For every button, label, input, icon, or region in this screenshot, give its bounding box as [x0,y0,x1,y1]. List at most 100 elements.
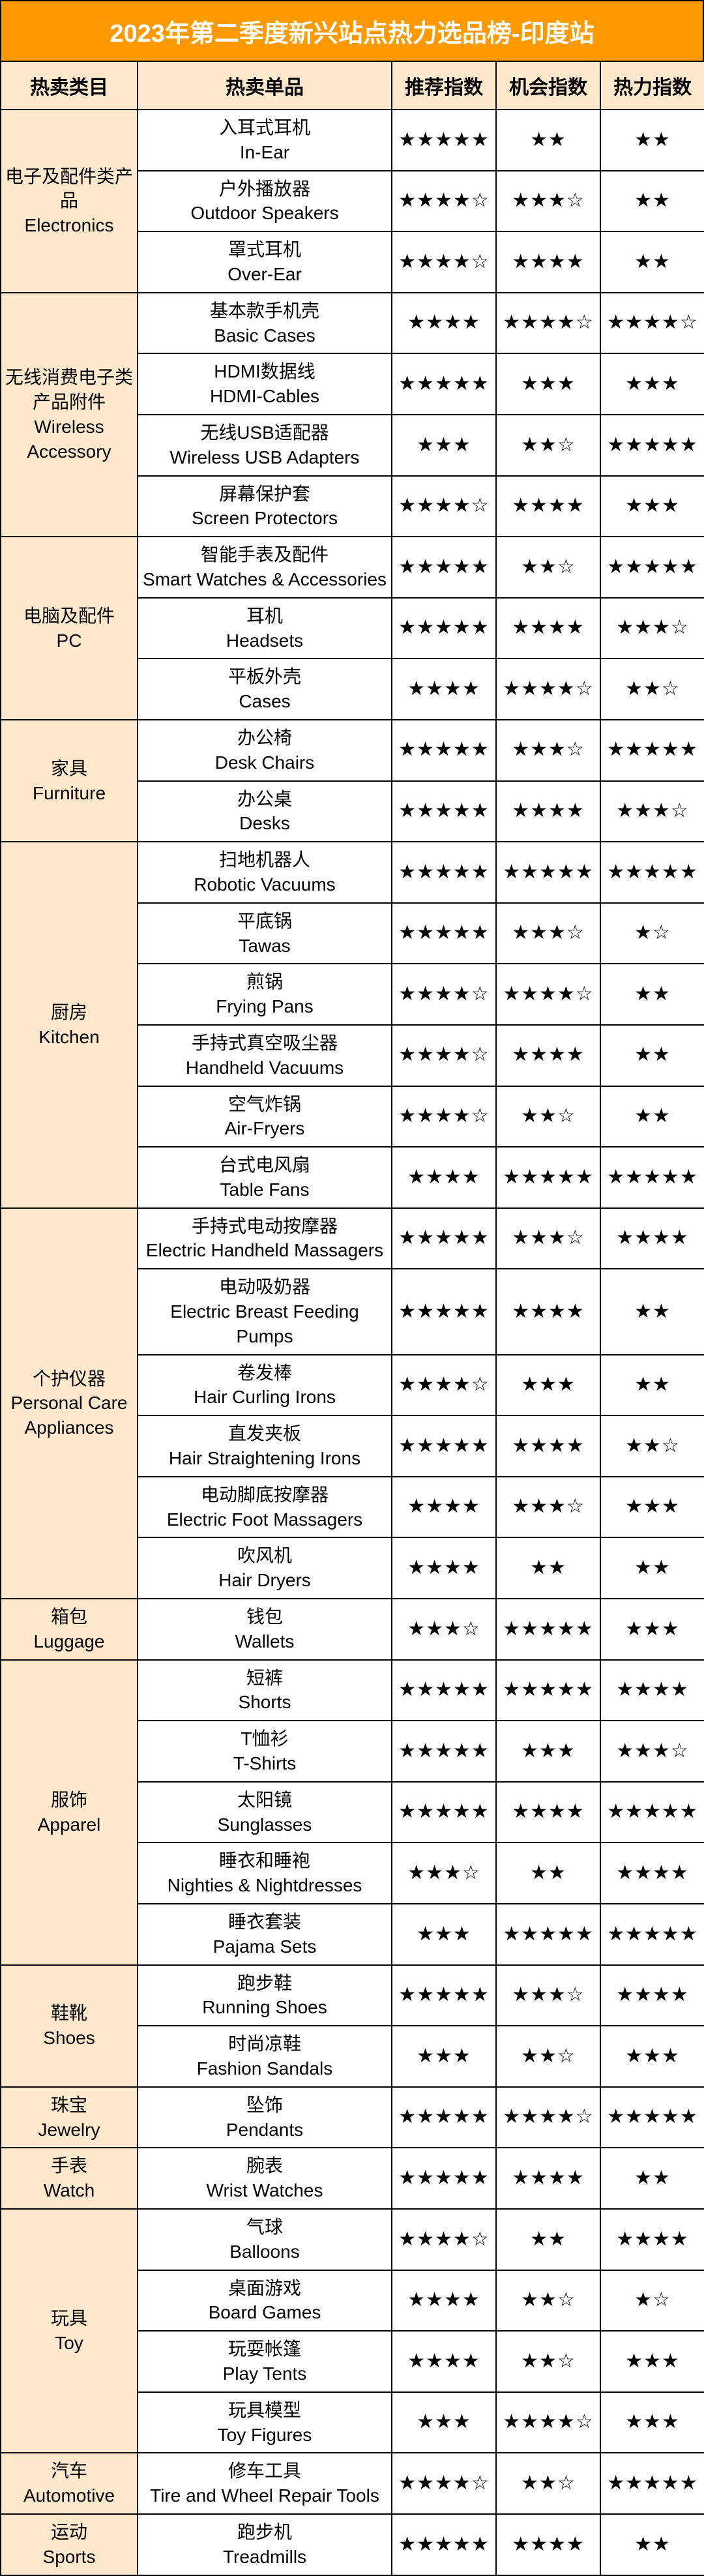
heat-rating: ★★★★★ [600,537,704,598]
heat-rating: ★★★ [600,353,704,415]
heat-rating: ★★★★★ [600,2453,704,2514]
heat-rating: ★★★★ [600,1660,704,1721]
opportunity-rating: ★★★☆ [496,903,600,964]
heat-rating: ★★ [600,1269,704,1354]
opportunity-rating: ★★★☆ [496,720,600,781]
table-header-row: 热卖类目 热卖单品 推荐指数 机会指数 热力指数 [1,61,704,110]
product-cell: 扫地机器人Robotic Vacuums [138,842,392,903]
table-row: 玩具Toy气球Balloons★★★★☆★★★★★★ [1,2209,704,2270]
product-cell: 台式电风扇Table Fans [138,1147,392,1208]
product-cell: 睡衣套装Pajama Sets [138,1904,392,1965]
recommend-rating: ★★★★★ [392,2514,496,2575]
recommend-rating: ★★★ [392,2026,496,2087]
opportunity-rating: ★★★★★ [496,842,600,903]
product-cell: 无线USB适配器Wireless USB Adapters [138,415,392,476]
recommend-rating: ★★★★★ [392,1415,496,1477]
heat-rating: ★☆ [600,2270,704,2332]
recommend-rating: ★★★★☆ [392,1025,496,1086]
opportunity-rating: ★★★★ [496,1269,600,1354]
recommend-rating: ★★★★☆ [392,231,496,293]
recommend-rating: ★★★★★ [392,720,496,781]
heat-rating: ★★★★ [600,1208,704,1269]
opportunity-rating: ★★★★ [496,1025,600,1086]
header-recommend: 推荐指数 [392,61,496,110]
heat-rating: ★★ [600,171,704,232]
product-cell: 跑步机Treadmills [138,2514,392,2575]
recommend-rating: ★★★★★ [392,1721,496,1782]
recommend-rating: ★★★★★ [392,903,496,964]
recommend-rating: ★★★★★ [392,842,496,903]
category-cell: 鞋靴Shoes [1,1965,138,2087]
opportunity-rating: ★★ [496,110,600,171]
recommend-rating: ★★★★★ [392,598,496,659]
recommend-rating: ★★★★★ [392,1782,496,1843]
recommend-rating: ★★★★☆ [392,1355,496,1416]
opportunity-rating: ★★★★ [496,476,600,537]
opportunity-rating: ★★★★★ [496,1904,600,1965]
product-cell: 户外播放器Outdoor Speakers [138,171,392,232]
category-cell: 厨房Kitchen [1,842,138,1208]
opportunity-rating: ★★☆ [496,537,600,598]
recommend-rating: ★★★★ [392,2270,496,2332]
heat-rating: ★★★ [600,1599,704,1660]
product-cell: 基本款手机壳Basic Cases [138,293,392,354]
heat-rating: ★★★ [600,2026,704,2087]
header-heat: 热力指数 [600,61,704,110]
opportunity-rating: ★★ [496,2209,600,2270]
category-cell: 运动Sports [1,2514,138,2575]
heat-rating: ★★★ [600,1477,704,1538]
header-product: 热卖单品 [138,61,392,110]
product-cell: 跑步鞋Running Shoes [138,1965,392,2026]
category-cell: 服饰Apparel [1,1660,138,1965]
opportunity-rating: ★★☆ [496,2026,600,2087]
heat-rating: ★★★★★ [600,415,704,476]
heat-rating: ★★ [600,1355,704,1416]
opportunity-rating: ★★★★ [496,2514,600,2575]
category-cell: 手表Watch [1,2148,138,2209]
product-cell: 智能手表及配件Smart Watches & Accessories [138,537,392,598]
product-cell: 手持式真空吸尘器Handheld Vacuums [138,1025,392,1086]
recommend-rating: ★★★★★ [392,537,496,598]
heat-rating: ★★★★ [600,1965,704,2026]
opportunity-rating: ★★★★☆ [496,2392,600,2453]
product-cell: 电动吸奶器Electric Breast Feeding Pumps [138,1269,392,1354]
recommend-rating: ★★★ [392,2392,496,2453]
table-row: 无线消费电子类产品附件Wireless Accessory基本款手机壳Basic… [1,293,704,354]
recommend-rating: ★★★ [392,415,496,476]
opportunity-rating: ★★★★ [496,781,600,842]
category-cell: 个护仪器Personal Care Appliances [1,1208,138,1599]
product-cell: 坠饰Pendants [138,2087,392,2148]
table-row: 家具Furniture办公椅Desk Chairs★★★★★★★★☆★★★★★ [1,720,704,781]
recommend-rating: ★★★★☆ [392,476,496,537]
recommend-rating: ★★★★☆ [392,171,496,232]
opportunity-rating: ★★★★☆ [496,964,600,1025]
category-cell: 箱包Luggage [1,1599,138,1660]
heat-rating: ★★☆ [600,1415,704,1477]
heat-rating: ★★★☆ [600,1721,704,1782]
heat-rating: ★★☆ [600,659,704,720]
category-cell: 玩具Toy [1,2209,138,2453]
recommend-rating: ★★★★★ [392,1269,496,1354]
recommend-rating: ★★★★ [392,659,496,720]
product-cell: 屏幕保护套Screen Protectors [138,476,392,537]
heat-rating: ★☆ [600,903,704,964]
table-row: 运动Sports跑步机Treadmills★★★★★★★★★★★ [1,2514,704,2575]
product-cell: 入耳式耳机In-Ear [138,110,392,171]
opportunity-rating: ★★☆ [496,415,600,476]
opportunity-rating: ★★★ [496,1355,600,1416]
heat-rating: ★★★☆ [600,598,704,659]
recommend-rating: ★★★★ [392,293,496,354]
product-ranking-table: 热卖类目 热卖单品 推荐指数 机会指数 热力指数 电子及配件类产品Electro… [0,61,704,2576]
opportunity-rating: ★★★☆ [496,1477,600,1538]
category-cell: 电脑及配件PC [1,537,138,720]
product-cell: 钱包Wallets [138,1599,392,1660]
heat-rating: ★★★ [600,2331,704,2392]
category-cell: 珠宝Jewelry [1,2087,138,2148]
opportunity-rating: ★★★★ [496,1415,600,1477]
opportunity-rating: ★★★★☆ [496,2087,600,2148]
heat-rating: ★★★★ [600,1843,704,1904]
heat-rating: ★★★★ [600,2209,704,2270]
heat-rating: ★★★★★ [600,842,704,903]
table-row: 汽车Automotive修车工具Tire and Wheel Repair To… [1,2453,704,2514]
product-cell: 办公桌Desks [138,781,392,842]
